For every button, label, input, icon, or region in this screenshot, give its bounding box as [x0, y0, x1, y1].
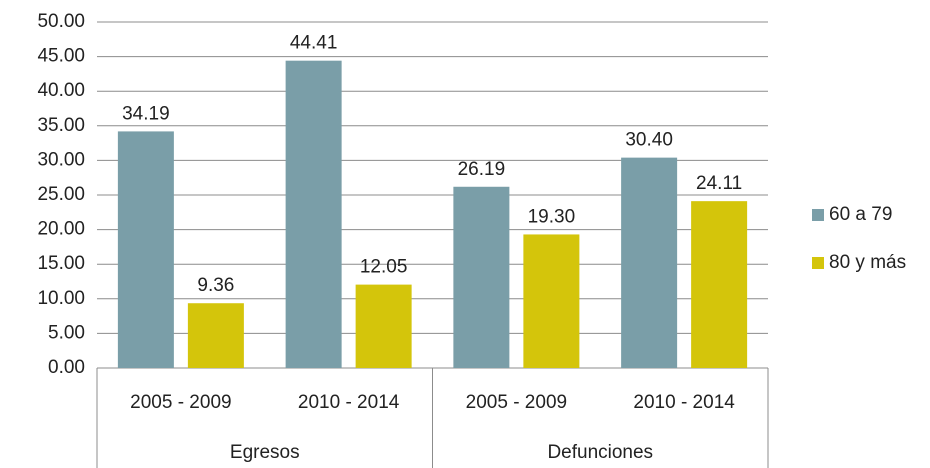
- value-label: 19.30: [528, 206, 576, 227]
- y-tick-label: 30.00: [37, 149, 85, 170]
- y-tick-label: 10.00: [37, 288, 85, 309]
- value-label: 24.11: [696, 173, 742, 194]
- x-tick-label: 2010 - 2014: [633, 392, 735, 413]
- value-label: 26.19: [458, 159, 506, 180]
- group-label: Defunciones: [547, 442, 653, 463]
- y-tick-label: 45.00: [37, 46, 85, 67]
- x-tick-label: 2010 - 2014: [298, 392, 400, 413]
- bar: [285, 60, 342, 368]
- y-tick-label: 15.00: [37, 253, 85, 274]
- x-tick-label: 2005 - 2009: [130, 392, 231, 413]
- value-label: 30.40: [625, 130, 673, 151]
- legend-label: 60 a 79: [829, 204, 892, 225]
- bar: [523, 234, 580, 368]
- bar: [187, 303, 244, 368]
- legend-swatch: [812, 209, 824, 221]
- y-tick-label: 35.00: [37, 115, 85, 136]
- bar: [691, 201, 748, 368]
- bar: [453, 186, 510, 368]
- y-tick-label: 50.00: [37, 11, 85, 32]
- legend-label: 80 y más: [829, 252, 906, 273]
- value-label: 12.05: [360, 257, 408, 278]
- y-tick-label: 20.00: [37, 219, 85, 240]
- group-label: Egresos: [230, 442, 300, 463]
- x-tick-label: 2005 - 2009: [466, 392, 567, 413]
- value-label: 44.41: [290, 33, 338, 54]
- y-tick-label: 25.00: [37, 184, 85, 205]
- y-tick-label: 5.00: [48, 322, 85, 343]
- bar: [355, 284, 412, 368]
- y-tick-label: 40.00: [37, 80, 85, 101]
- bar: [621, 157, 678, 368]
- legend-swatch: [812, 257, 824, 269]
- value-label: 9.36: [197, 275, 234, 296]
- value-label: 34.19: [122, 103, 170, 124]
- bar: [117, 131, 174, 368]
- y-tick-label: 0.00: [48, 357, 85, 378]
